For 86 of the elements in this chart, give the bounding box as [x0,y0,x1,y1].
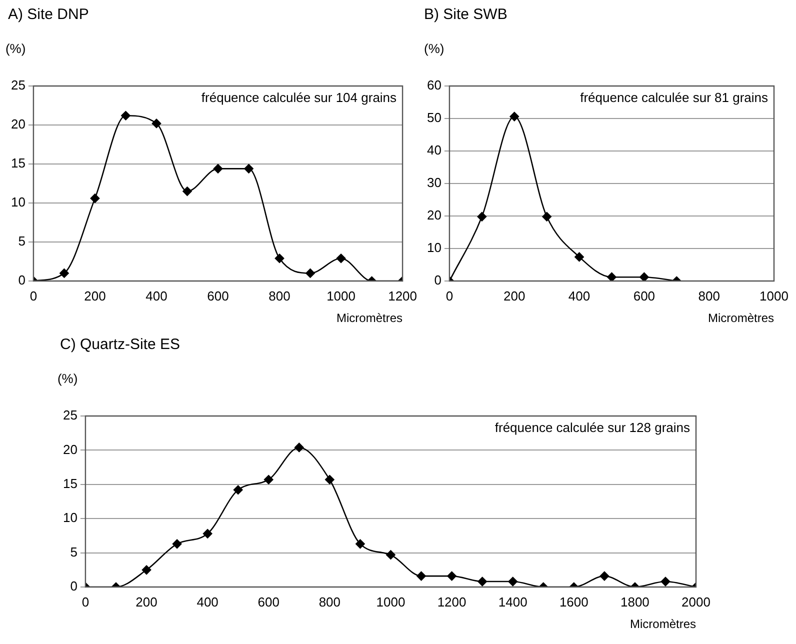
point [233,485,243,495]
x-tick-label: 1600 [559,594,588,610]
x-tick-label: 800 [268,288,290,304]
x-tick-label: 200 [504,288,526,304]
point [90,194,100,203]
x-axis-title: Micromètres [630,617,696,632]
x-tick-label: 2000 [682,594,710,610]
point [447,571,456,581]
point [182,186,192,196]
point [510,112,520,122]
y-tick-label: 5 [70,544,78,560]
y-tick-label: 15 [62,476,78,491]
x-tick-label: 400 [146,288,168,304]
x-tick-label: 0 [30,288,38,304]
y-tick-label: 5 [18,234,26,249]
chart-title: A) Site DNP [8,6,89,24]
y-tick-label: 20 [62,442,78,457]
x-tick-label: 1000 [326,288,356,304]
y-axis-title: (%) [424,41,444,56]
x-tick-label: 200 [136,594,158,610]
point [386,550,396,560]
point [640,272,649,281]
x-tick-label: 1200 [388,288,417,304]
x-axis-title: Micromètres [708,311,774,326]
point [477,212,487,222]
x-tick-label: 1000 [760,288,788,304]
annotation: fréquence calculée sur 104 grains [201,90,398,106]
x-tick-label: 400 [568,288,590,304]
y-tick-label: 30 [426,175,442,190]
y-axis-title: (%) [57,371,78,386]
y-tick-label: 15 [10,156,26,171]
y-tick-label: 20 [426,208,442,223]
x-axis-title: Micromètres [336,311,403,326]
x-tick-label: 400 [196,594,218,610]
y-tick-label: 0 [70,578,78,594]
point [325,474,334,484]
chart-title: C) Quartz-Site ES [60,336,180,354]
x-tick-label: 0 [82,594,90,610]
y-tick-label: 20 [10,116,26,132]
y-tick-label: 10 [426,240,442,256]
y-tick-label: 50 [426,110,442,126]
point [542,212,552,222]
y-tick-label: 25 [10,78,26,93]
y-tick-label: 0 [434,272,442,288]
y-tick-label: 0 [18,272,26,288]
point [121,110,130,120]
point [478,576,487,586]
annotation: fréquence calculée sur 81 grains [580,90,768,106]
point [574,252,584,262]
y-tick-label: 60 [426,78,442,93]
y-axis-title: (%) [5,41,26,56]
annotation: fréquence calculée sur 128 grains [494,420,690,436]
x-tick-label: 200 [84,288,106,304]
point [60,268,69,278]
point [294,442,304,452]
y-tick-label: 10 [10,194,26,210]
point [244,164,254,174]
point [306,268,315,278]
point [660,576,670,586]
point [607,272,616,281]
y-tick-label: 40 [426,142,442,158]
point [172,539,182,549]
point [416,571,426,581]
point [264,474,274,484]
x-tick-label: 1200 [437,594,466,610]
point [508,576,518,586]
point [202,529,212,538]
x-tick-label: 1400 [498,594,528,610]
point [356,539,365,549]
x-tick-label: 1800 [620,594,650,610]
point [336,254,346,264]
point [142,565,152,575]
y-tick-label: 25 [62,408,78,423]
x-tick-label: 600 [207,288,229,304]
y-tick-label: 10 [62,510,78,526]
point [213,164,223,174]
x-tick-label: 600 [258,594,280,610]
x-tick-label: 0 [446,288,454,304]
x-tick-label: 600 [633,288,656,304]
point [600,571,610,581]
x-tick-label: 800 [698,288,720,304]
point [274,254,284,264]
x-tick-label: 800 [318,594,341,610]
chart-title: B) Site SWB [424,6,508,24]
point [152,118,162,128]
x-tick-label: 1000 [376,594,406,610]
